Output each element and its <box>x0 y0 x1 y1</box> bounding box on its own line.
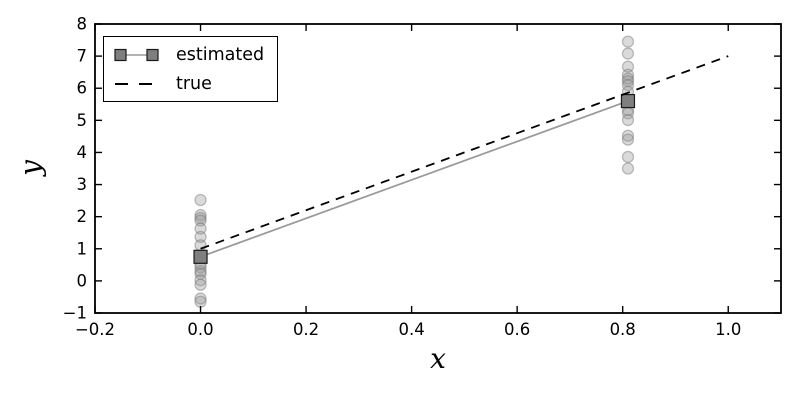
x-tick-label: 0.2 <box>293 320 319 339</box>
scatter-point <box>621 47 635 60</box>
scatter-point <box>194 230 207 244</box>
x-tick-label: 0.0 <box>187 320 213 339</box>
estimated-marker-icon <box>114 47 160 63</box>
y-tick-label: −1 <box>63 304 87 323</box>
scatter-point <box>621 133 635 146</box>
legend-label-estimated: estimated <box>176 44 265 65</box>
x-axis-label: x <box>430 342 446 375</box>
y-tick-label: 6 <box>77 79 88 98</box>
y-tick-label: 0 <box>77 271 88 290</box>
scatter-point <box>621 68 635 81</box>
legend-item-true: true <box>114 70 264 97</box>
scatter-point <box>194 222 207 235</box>
scatter-point <box>621 129 635 142</box>
y-tick-label: 1 <box>77 239 88 258</box>
scatter-point <box>621 60 635 73</box>
x-tick-label: −0.2 <box>75 320 115 339</box>
scatter-point <box>194 193 207 207</box>
true-dashed-line-icon <box>114 76 160 92</box>
scatter-point <box>194 208 207 222</box>
scatter-point <box>621 75 635 88</box>
x-tick-label: 1.0 <box>715 320 741 339</box>
scatter-point <box>621 78 635 92</box>
y-tick-label: 7 <box>77 47 88 66</box>
scatter-point <box>194 278 207 291</box>
scatter-point <box>621 150 635 164</box>
scatter-point <box>194 274 207 287</box>
x-tick-label: 0.6 <box>504 320 530 339</box>
scatter-point <box>194 239 207 252</box>
scatter-point <box>621 72 635 85</box>
true-line <box>200 55 729 250</box>
x-tick-label: 0.4 <box>398 320 424 339</box>
scatter-point <box>621 162 635 175</box>
scatter-point <box>194 211 207 225</box>
scatter-point <box>621 113 635 127</box>
legend-label-true: true <box>176 73 212 94</box>
y-tick-label: 5 <box>77 111 88 130</box>
axes-spines <box>94 23 782 314</box>
scatter-point <box>194 265 207 278</box>
x-tick-label: 0.8 <box>610 320 636 339</box>
scatter-point <box>194 267 207 280</box>
y-tick-label: 2 <box>77 207 88 226</box>
y-tick-label: 4 <box>77 143 88 162</box>
scatter-point <box>194 295 207 308</box>
legend: estimated true <box>103 36 279 102</box>
estimated-line <box>200 100 629 258</box>
y-tick-label: 3 <box>77 175 88 194</box>
scatter-point <box>194 292 207 305</box>
legend-item-estimated: estimated <box>114 41 264 68</box>
y-tick-label: 8 <box>77 15 88 34</box>
estimated-marker <box>620 93 636 109</box>
scatter-point <box>621 35 635 48</box>
scatter-point <box>194 214 207 227</box>
estimated-marker <box>193 249 208 264</box>
y-axis-label: y <box>14 160 47 176</box>
